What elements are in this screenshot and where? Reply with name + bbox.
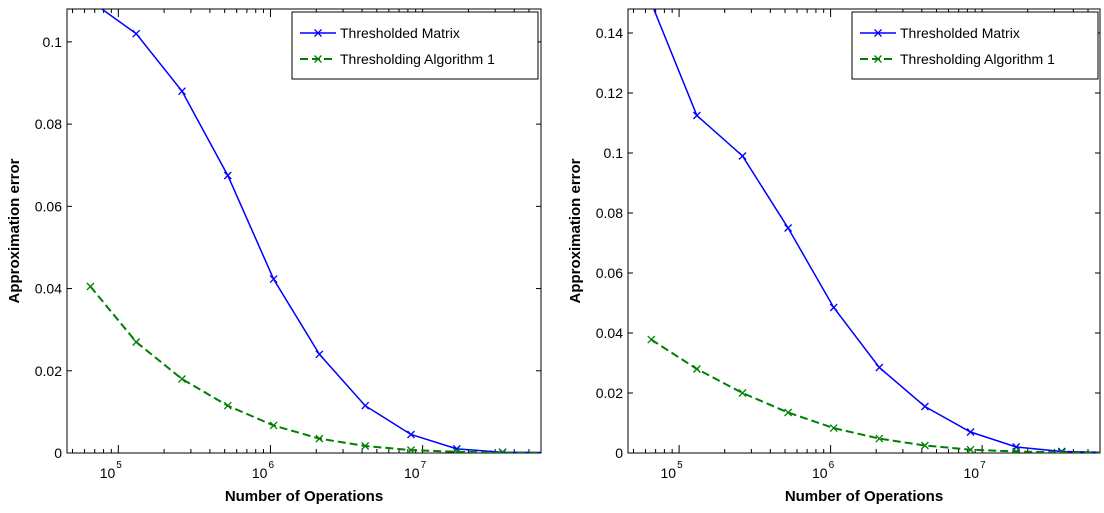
data-point-marker — [269, 421, 278, 430]
series-group — [647, 0, 1100, 453]
data-point-marker — [784, 408, 793, 417]
x-tick-label-exponent: 7 — [980, 460, 986, 471]
legend-marker-1 — [314, 29, 322, 37]
data-point-marker — [692, 111, 701, 120]
y-tick-label: 0.12 — [596, 85, 623, 101]
data-point-marker — [784, 224, 793, 232]
data-point-marker — [545, 450, 552, 457]
plot-area-frame — [627, 8, 1101, 454]
x-tick-label-base: 10 — [404, 465, 420, 481]
data-point-marker — [1012, 447, 1021, 453]
data-point-marker — [966, 445, 975, 453]
x-axis-label: Number of Operations — [225, 488, 383, 505]
data-point-marker — [361, 401, 370, 410]
x-tick-label-exponent: 6 — [829, 460, 835, 471]
y-axis-label: Approximation error — [6, 158, 23, 303]
y-tick-label: 0.08 — [596, 205, 623, 221]
legend-box — [851, 11, 1099, 80]
legend-marker-1 — [874, 29, 882, 37]
legend-label-2: Thresholding Algorithm 1 — [340, 51, 495, 67]
series-group — [86, 0, 552, 457]
data-point-marker — [647, 335, 656, 344]
legend-label-2: Thresholding Algorithm 1 — [900, 51, 1055, 67]
x-tick-label-base: 10 — [252, 465, 268, 481]
y-tick-label: 0.1 — [604, 145, 624, 161]
y-tick-label: 0 — [54, 445, 62, 461]
y-tick-label: 0.02 — [596, 385, 623, 401]
data-point-marker — [875, 363, 884, 372]
y-tick-label: 0.06 — [596, 265, 623, 281]
x-tick-label-base: 10 — [661, 465, 677, 481]
x-tick-label-base: 10 — [964, 465, 980, 481]
data-point-marker — [545, 449, 552, 456]
x-tick-label-base: 10 — [812, 465, 828, 481]
data-point-marker — [829, 424, 838, 433]
y-tick-label: 0.06 — [35, 198, 62, 214]
x-tick-label-exponent: 5 — [116, 460, 122, 471]
data-point-marker — [269, 275, 278, 284]
data-point-marker — [920, 402, 929, 411]
data-point-marker — [498, 448, 507, 453]
x-tick-label-exponent: 5 — [677, 460, 683, 471]
data-point-marker — [223, 171, 232, 180]
data-point-marker — [648, 0, 655, 7]
data-point-marker — [132, 338, 141, 346]
x-tick-label-base: 10 — [100, 465, 116, 481]
y-tick-label: 0.08 — [35, 116, 62, 132]
legend-label-1: Thresholded Matrix — [900, 25, 1020, 41]
data-point-marker — [223, 401, 232, 410]
x-tick-label-exponent: 7 — [421, 460, 427, 471]
y-tick-label: 0.14 — [596, 25, 623, 41]
data-point-marker — [407, 446, 415, 453]
data-point-marker — [86, 282, 95, 291]
data-point-marker — [875, 434, 884, 443]
data-point-marker — [966, 428, 975, 436]
x-axis-label: Number of Operations — [785, 488, 943, 505]
y-tick-label: 0.1 — [43, 34, 63, 50]
y-tick-label: 0 — [615, 445, 623, 461]
legend-marker-2 — [314, 55, 322, 63]
data-point-marker — [692, 365, 701, 373]
series-line-2 — [89, 285, 541, 453]
data-point-marker — [738, 389, 747, 397]
data-point-marker — [361, 442, 370, 450]
data-point-marker — [178, 375, 186, 383]
legend-label-1: Thresholded Matrix — [340, 25, 460, 41]
legend-box — [291, 11, 539, 80]
y-tick-label: 0.04 — [596, 325, 623, 341]
data-point-marker — [829, 303, 838, 312]
data-point-marker — [315, 434, 324, 443]
plot-area-frame — [66, 8, 542, 454]
data-point-marker — [1057, 448, 1066, 453]
y-tick-label: 0.04 — [35, 281, 62, 297]
data-point-marker — [738, 152, 747, 160]
data-point-marker — [920, 441, 929, 450]
x-tick-label-exponent: 6 — [268, 460, 274, 471]
data-point-marker — [407, 430, 415, 439]
legend-marker-2 — [874, 55, 882, 63]
y-axis-label: Approximation error — [567, 158, 584, 303]
data-point-marker — [315, 350, 324, 359]
legend: Thresholded Matrix Thresholding Algorithm… — [851, 11, 1099, 80]
data-point-marker — [452, 447, 461, 453]
y-tick-label: 0.02 — [35, 363, 62, 379]
data-point-marker — [178, 87, 186, 96]
data-point-marker — [87, 0, 94, 4]
series-line-2 — [650, 338, 1100, 453]
data-point-marker — [132, 29, 141, 38]
legend: Thresholded Matrix Thresholding Algorithm… — [291, 11, 539, 80]
